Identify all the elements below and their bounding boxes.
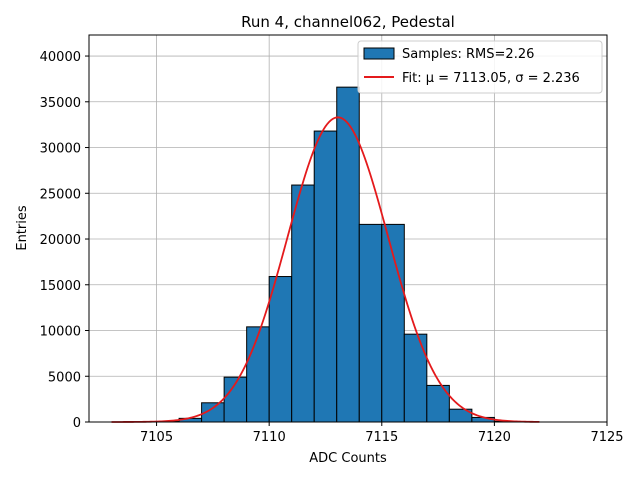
- histogram-bar: [403, 333, 428, 423]
- histogram-bars: [156, 86, 518, 423]
- legend-label-samples: Samples: RMS=2.26: [402, 47, 534, 62]
- y-tick-label: 20000: [40, 233, 81, 248]
- x-axis-label: ADC Counts: [309, 451, 387, 466]
- legend: Samples: RMS=2.26 Fit: μ = 7113.05, σ = …: [357, 40, 603, 94]
- legend-bar-swatch: [363, 47, 395, 60]
- y-tick-label: 10000: [40, 325, 81, 340]
- y-tick-label: 5000: [48, 370, 81, 385]
- histogram-bar: [268, 276, 293, 423]
- fit-curve-layer: [111, 116, 540, 423]
- histogram-bar: [358, 223, 383, 423]
- x-tick-label: 7120: [478, 430, 511, 445]
- x-tick-label: 7110: [253, 430, 286, 445]
- y-axis-ticks: 0 5000 10000 15000 20000 25000 30000 35000 40000: [40, 50, 89, 431]
- y-tick-label: 30000: [40, 142, 81, 157]
- plot-frame: [88, 34, 608, 423]
- histogram-bar: [291, 184, 315, 423]
- y-tick-label: 40000: [40, 50, 81, 65]
- x-tick-label: 7125: [590, 430, 623, 445]
- histogram-bar: [246, 326, 270, 423]
- fit-curve: [111, 116, 540, 423]
- y-axis-label: Entries: [15, 205, 30, 251]
- legend-box: [357, 40, 603, 94]
- x-tick-label: 7115: [365, 430, 398, 445]
- y-tick-label: 35000: [40, 96, 81, 111]
- histogram-bar: [313, 130, 338, 423]
- chart-title: Run 4, channel062, Pedestal: [241, 13, 455, 31]
- y-tick-label: 0: [73, 416, 81, 431]
- legend-label-fit: Fit: μ = 7113.05, σ = 2.236: [402, 71, 580, 86]
- y-tick-label: 25000: [40, 187, 81, 202]
- y-tick-label: 15000: [40, 279, 81, 294]
- x-tick-label: 7105: [140, 430, 173, 445]
- x-axis-ticks: 7105 7110 7115 7120 7125: [140, 422, 624, 445]
